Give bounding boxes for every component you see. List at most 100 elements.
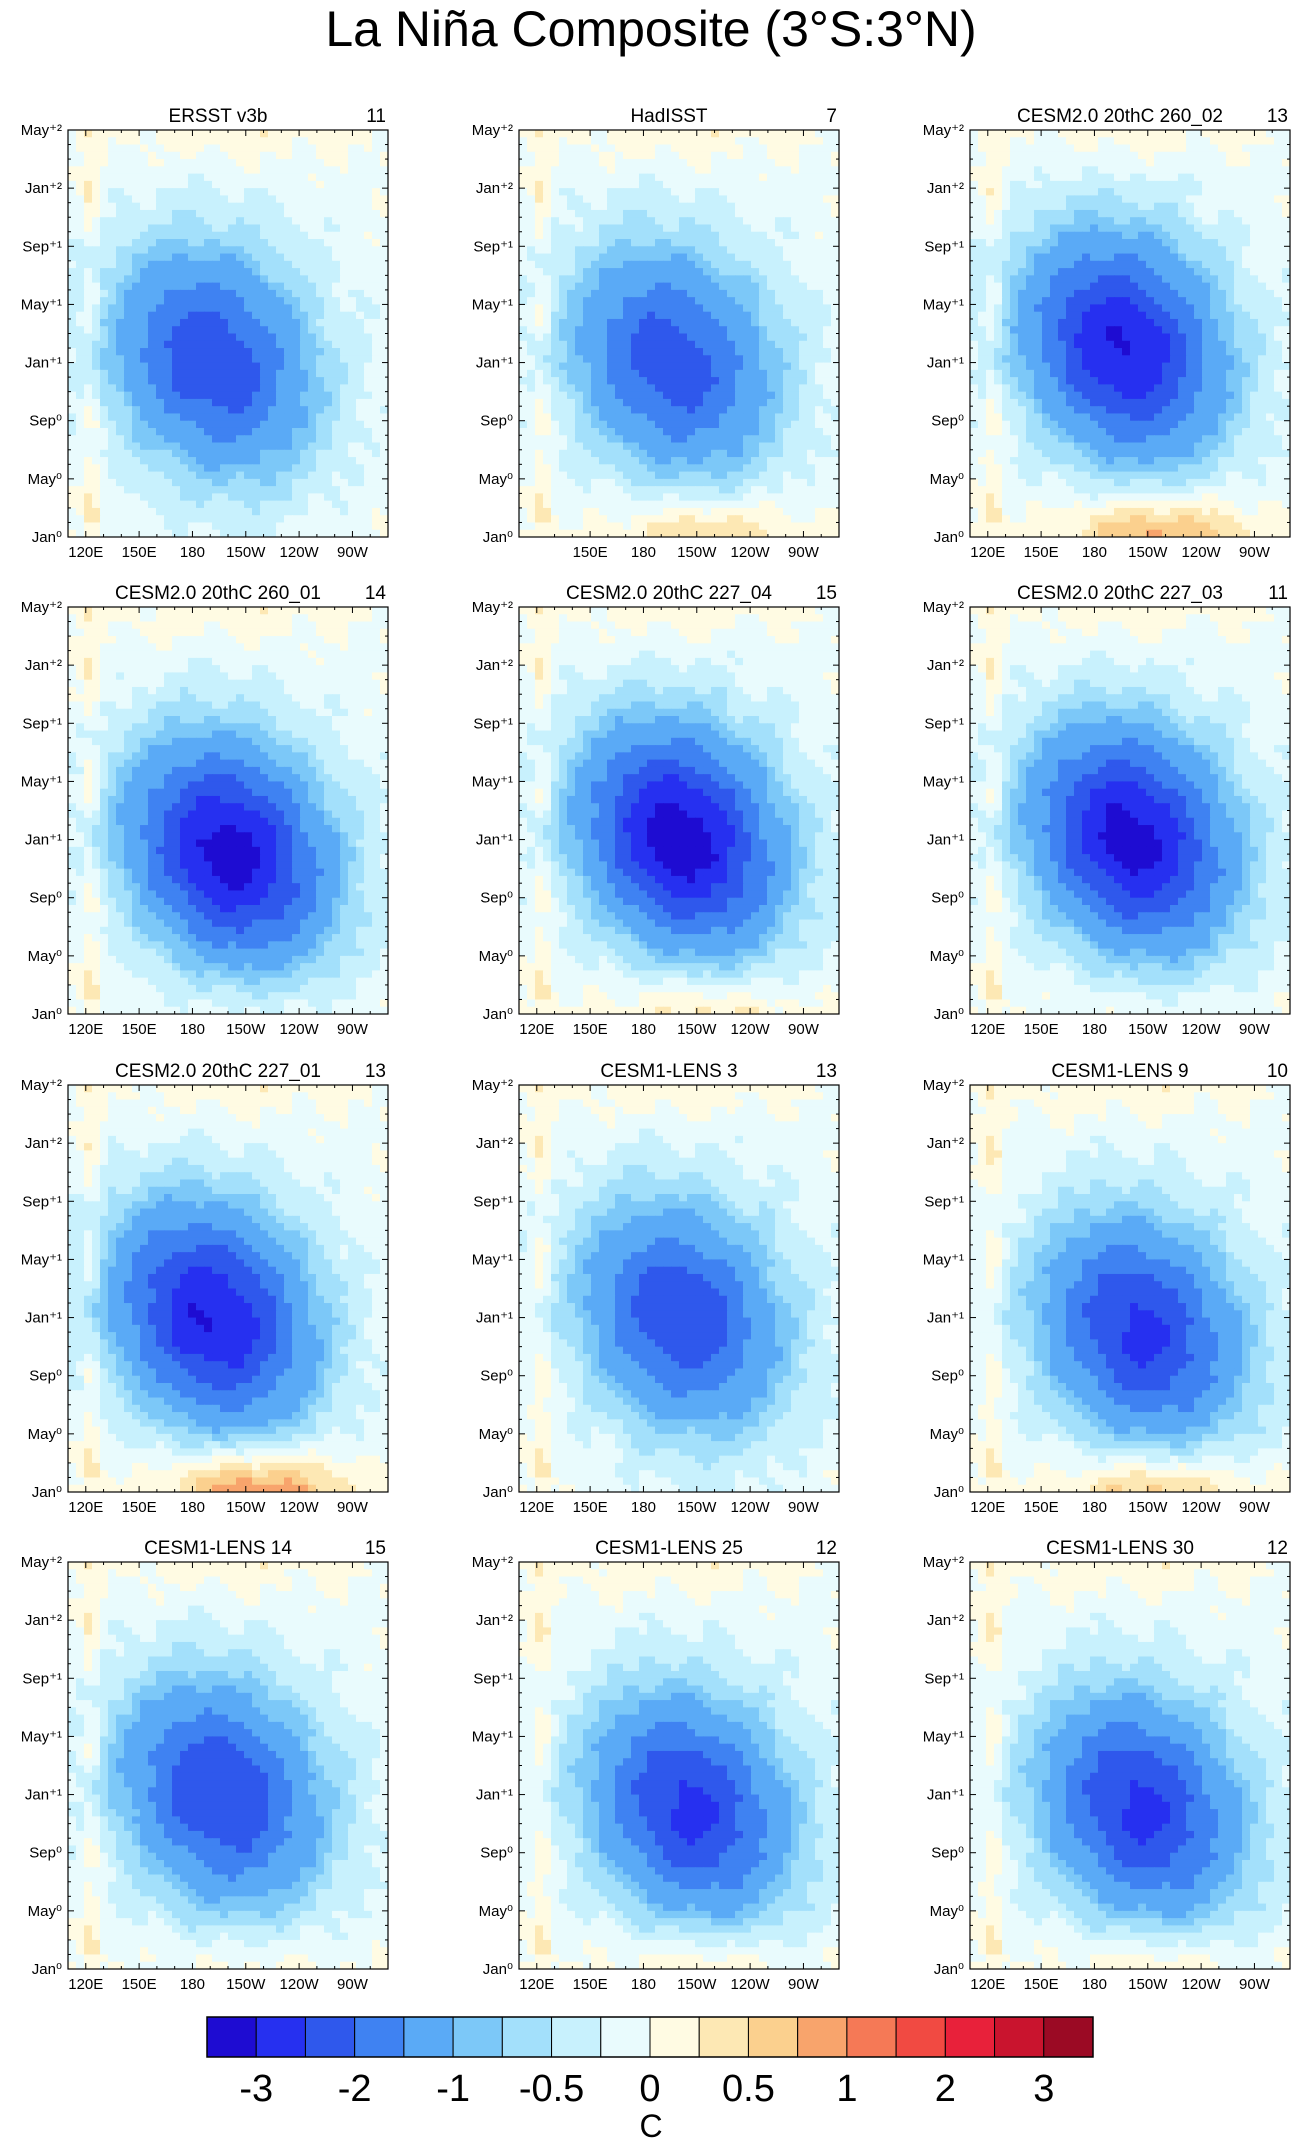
cell — [743, 188, 752, 197]
cell — [132, 297, 141, 306]
cell — [575, 326, 584, 335]
cell — [364, 515, 373, 524]
cell — [599, 377, 608, 385]
cell — [1082, 166, 1091, 175]
cell — [68, 478, 77, 487]
cell — [212, 486, 221, 494]
cell — [823, 420, 832, 429]
cell — [380, 464, 388, 473]
cell — [68, 500, 77, 509]
cell — [156, 297, 165, 306]
cell — [108, 348, 117, 356]
cell — [575, 130, 584, 138]
cell — [695, 507, 704, 516]
cell — [551, 297, 560, 306]
cell — [519, 457, 528, 465]
cell — [695, 260, 704, 269]
cell — [84, 275, 93, 284]
cell — [300, 289, 309, 298]
cell — [535, 348, 544, 356]
cell — [148, 413, 157, 422]
cell — [751, 420, 760, 429]
cell — [292, 188, 301, 197]
cell — [204, 137, 213, 146]
cell — [220, 398, 229, 407]
cell — [100, 231, 109, 240]
cell — [84, 195, 93, 204]
cell — [92, 246, 101, 255]
cell — [727, 159, 736, 167]
cell — [268, 529, 277, 537]
cell — [148, 260, 157, 269]
cell — [76, 449, 85, 458]
cell — [84, 282, 93, 291]
cell — [527, 209, 536, 218]
cell — [116, 340, 125, 349]
cell — [124, 326, 133, 335]
cell — [759, 304, 768, 313]
cell — [164, 224, 173, 233]
cell — [679, 289, 688, 298]
cell — [84, 333, 93, 342]
cell — [284, 457, 293, 465]
cell — [196, 253, 205, 262]
cell — [316, 151, 325, 160]
cell — [268, 275, 277, 284]
cell — [116, 420, 125, 429]
cell — [196, 340, 205, 349]
cell — [1042, 151, 1051, 160]
cell — [767, 507, 776, 516]
cell — [719, 202, 728, 211]
cell — [76, 260, 85, 269]
cell — [791, 391, 800, 400]
cell — [196, 195, 205, 204]
cell — [719, 529, 728, 537]
cell — [767, 159, 776, 167]
cell — [316, 195, 325, 204]
cell — [639, 151, 648, 160]
cell — [759, 246, 768, 255]
cell — [228, 362, 237, 371]
cell — [791, 209, 800, 218]
cell — [815, 311, 824, 320]
cell — [791, 478, 800, 487]
cell — [268, 144, 277, 153]
cell — [559, 151, 568, 160]
cell — [268, 500, 277, 509]
cell — [623, 159, 632, 167]
cell — [583, 202, 592, 211]
cell — [220, 529, 229, 537]
cell — [735, 159, 744, 167]
cell — [324, 188, 333, 197]
cell — [340, 340, 349, 349]
cell — [364, 435, 373, 444]
cell — [148, 435, 157, 444]
cell — [551, 522, 560, 531]
cell — [172, 413, 181, 422]
cell — [527, 362, 536, 371]
cell — [268, 464, 277, 473]
cell — [252, 420, 261, 429]
cell — [543, 224, 552, 233]
cell — [767, 384, 776, 393]
cell — [180, 304, 189, 313]
cell — [292, 209, 301, 218]
cell — [340, 413, 349, 422]
cell — [559, 304, 568, 313]
cell — [324, 289, 333, 298]
cell — [116, 391, 125, 400]
cell — [324, 529, 333, 537]
cell — [164, 282, 173, 291]
cell — [679, 384, 688, 393]
cell — [100, 209, 109, 218]
cell — [647, 355, 656, 364]
cell — [1242, 130, 1251, 138]
cell — [615, 304, 624, 313]
cell — [1074, 159, 1083, 167]
cell — [783, 515, 792, 524]
cell — [519, 289, 528, 298]
cell — [68, 166, 77, 175]
cell — [244, 413, 253, 422]
cell — [751, 442, 760, 451]
cell — [316, 369, 325, 378]
